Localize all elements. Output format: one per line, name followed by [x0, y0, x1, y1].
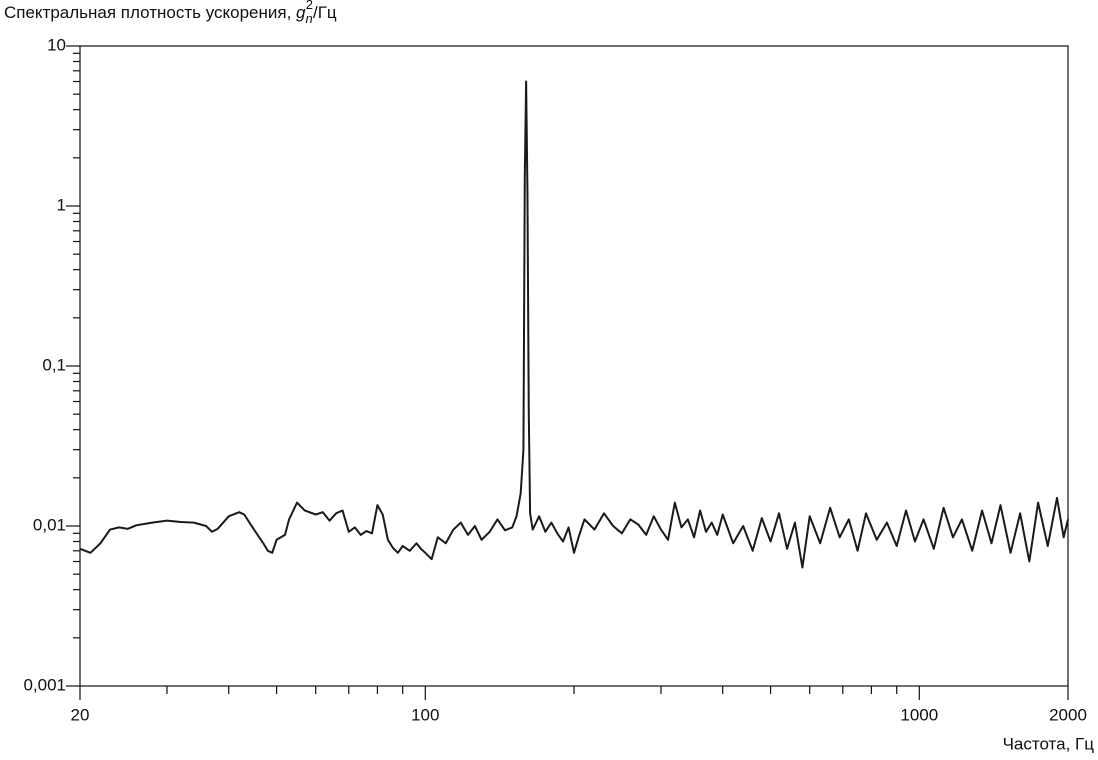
x-tick-label: 100	[411, 705, 439, 724]
y-axis-label: Спектральная плотность ускорения, gn2/Гц	[4, 0, 337, 26]
y-label-symbol: g	[296, 3, 306, 22]
y-tick-label: 0,01	[33, 515, 66, 534]
y-tick-label: 10	[47, 35, 66, 54]
y-label-text: Спектральная плотность ускорения,	[4, 3, 296, 22]
y-label-unit: /Гц	[313, 3, 337, 22]
plot-frame	[79, 45, 1069, 687]
y-tick-label: 1	[57, 195, 66, 214]
x-tick-label: 20	[71, 705, 90, 724]
x-axis-label: Частота, Гц	[1003, 734, 1095, 753]
x-tick-label: 1000	[900, 705, 938, 724]
y-label-subscript: n	[306, 11, 313, 26]
y-tick-label: 0,1	[42, 355, 66, 374]
data-line	[79, 80, 1069, 569]
y-label-superscript: 2	[306, 0, 313, 12]
x-tick-label: 2000	[1049, 705, 1087, 724]
y-tick-label: 0,001	[23, 675, 66, 694]
